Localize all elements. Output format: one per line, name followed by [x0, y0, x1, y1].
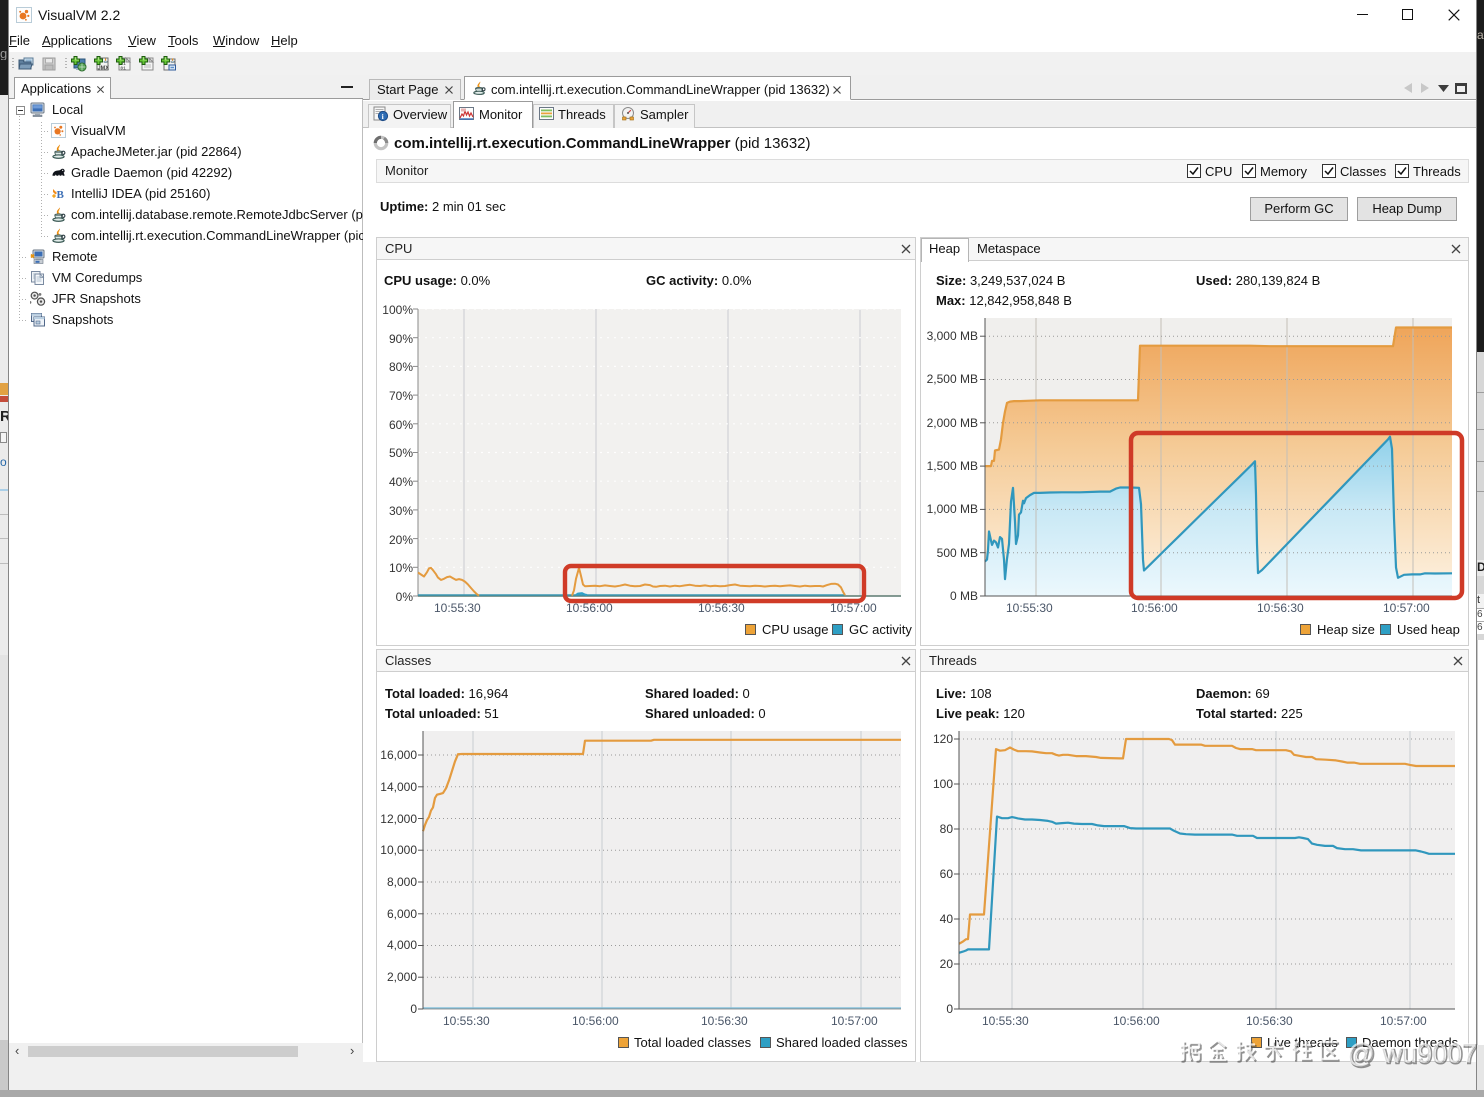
svg-text:JMX: JMX [98, 66, 110, 72]
svg-text:01: 01 [120, 65, 126, 71]
svg-text:B: B [57, 189, 65, 201]
svg-text:@ wu9007: @ wu9007 [1349, 1040, 1478, 1070]
svg-text:i: i [382, 112, 384, 121]
svg-text:@ wu9007: @ wu9007 [1347, 1038, 1477, 1068]
svg-text:01: 01 [120, 61, 126, 67]
